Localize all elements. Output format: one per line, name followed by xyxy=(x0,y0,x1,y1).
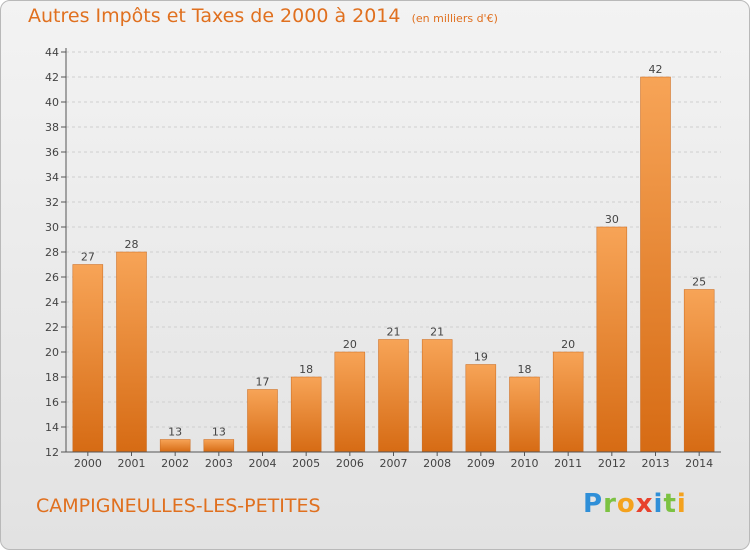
x-tick-label: 2000 xyxy=(74,457,102,470)
y-tick-label: 16 xyxy=(45,396,59,409)
y-tick-label: 36 xyxy=(45,146,59,159)
bar-value-label: 30 xyxy=(605,213,619,226)
x-tick-label: 2010 xyxy=(511,457,539,470)
x-tick-label: 2011 xyxy=(554,457,582,470)
bar-2005 xyxy=(290,376,322,453)
x-tick-label: 2013 xyxy=(642,457,670,470)
bar-value-label: 20 xyxy=(561,338,575,351)
x-tick-label: 2009 xyxy=(467,457,495,470)
y-tick-label: 22 xyxy=(45,321,59,334)
x-tick-label: 2007 xyxy=(380,457,408,470)
y-tick-label: 44 xyxy=(45,46,59,59)
chart-subtitle: (en milliers d'€) xyxy=(411,12,498,25)
y-tick-label: 14 xyxy=(45,421,59,434)
logo-letter: x xyxy=(635,489,654,519)
logo-letter: i xyxy=(676,489,687,519)
y-tick-label: 34 xyxy=(45,171,59,184)
bar-value-label: 20 xyxy=(343,338,357,351)
bar-value-label: 42 xyxy=(649,63,663,76)
logo-letter: o xyxy=(616,489,636,519)
chart-title-row: Autres Impôts et Taxes de 2000 à 2014 (e… xyxy=(28,5,498,27)
x-tick-label: 2003 xyxy=(205,457,233,470)
x-tick-label: 2005 xyxy=(292,457,320,470)
x-tick-label: 2004 xyxy=(249,457,277,470)
bar-value-label: 18 xyxy=(299,363,313,376)
bar-value-label: 17 xyxy=(256,376,270,389)
y-tick-label: 42 xyxy=(45,71,59,84)
bar-2008 xyxy=(421,339,453,453)
bar-value-label: 19 xyxy=(474,351,488,364)
bar-2003 xyxy=(203,439,235,453)
bar-2000 xyxy=(72,264,104,453)
bar-2006 xyxy=(334,351,366,453)
y-tick-label: 26 xyxy=(45,271,59,284)
bar-2002 xyxy=(159,439,191,453)
bar-2007 xyxy=(378,339,409,453)
bar-2012 xyxy=(596,226,628,453)
bar-value-label: 21 xyxy=(430,326,444,339)
logo-letter: i xyxy=(653,489,664,519)
y-tick-label: 24 xyxy=(45,296,59,309)
bar-value-label: 25 xyxy=(692,276,706,289)
bar-value-label: 18 xyxy=(518,363,532,376)
y-tick-label: 38 xyxy=(45,121,59,134)
y-tick-label: 40 xyxy=(45,96,59,109)
y-tick-label: 30 xyxy=(45,221,59,234)
bar-value-label: 21 xyxy=(387,326,401,339)
bar-2014 xyxy=(683,289,715,453)
y-tick-label: 20 xyxy=(45,346,59,359)
bar-value-label: 28 xyxy=(125,238,139,251)
logo-letter: r xyxy=(603,489,617,519)
chart-title: Autres Impôts et Taxes de 2000 à 2014 xyxy=(28,5,401,27)
bar-2004 xyxy=(247,389,278,453)
bar-2001 xyxy=(116,251,147,453)
bar-2009 xyxy=(465,364,497,453)
x-tick-label: 2002 xyxy=(161,457,189,470)
bar-value-label: 13 xyxy=(168,426,182,439)
bar-2010 xyxy=(509,376,540,453)
proxiti-logo: Proxiti xyxy=(583,489,687,519)
x-tick-label: 2014 xyxy=(685,457,713,470)
x-tick-label: 2008 xyxy=(423,457,451,470)
y-tick-label: 18 xyxy=(45,371,59,384)
x-tick-label: 2012 xyxy=(598,457,626,470)
logo-letter: t xyxy=(663,489,677,519)
bar-2011 xyxy=(552,351,584,453)
bar-2013 xyxy=(640,76,671,453)
commune-name: CAMPIGNEULLES-LES-PETITES xyxy=(36,495,321,517)
bar-value-label: 27 xyxy=(81,251,95,264)
y-tick-label: 12 xyxy=(45,446,59,459)
bar-value-label: 13 xyxy=(212,426,226,439)
y-tick-label: 32 xyxy=(45,196,59,209)
logo-letter: P xyxy=(583,489,604,519)
y-tick-label: 28 xyxy=(45,246,59,259)
x-tick-label: 2001 xyxy=(118,457,146,470)
x-tick-label: 2006 xyxy=(336,457,364,470)
